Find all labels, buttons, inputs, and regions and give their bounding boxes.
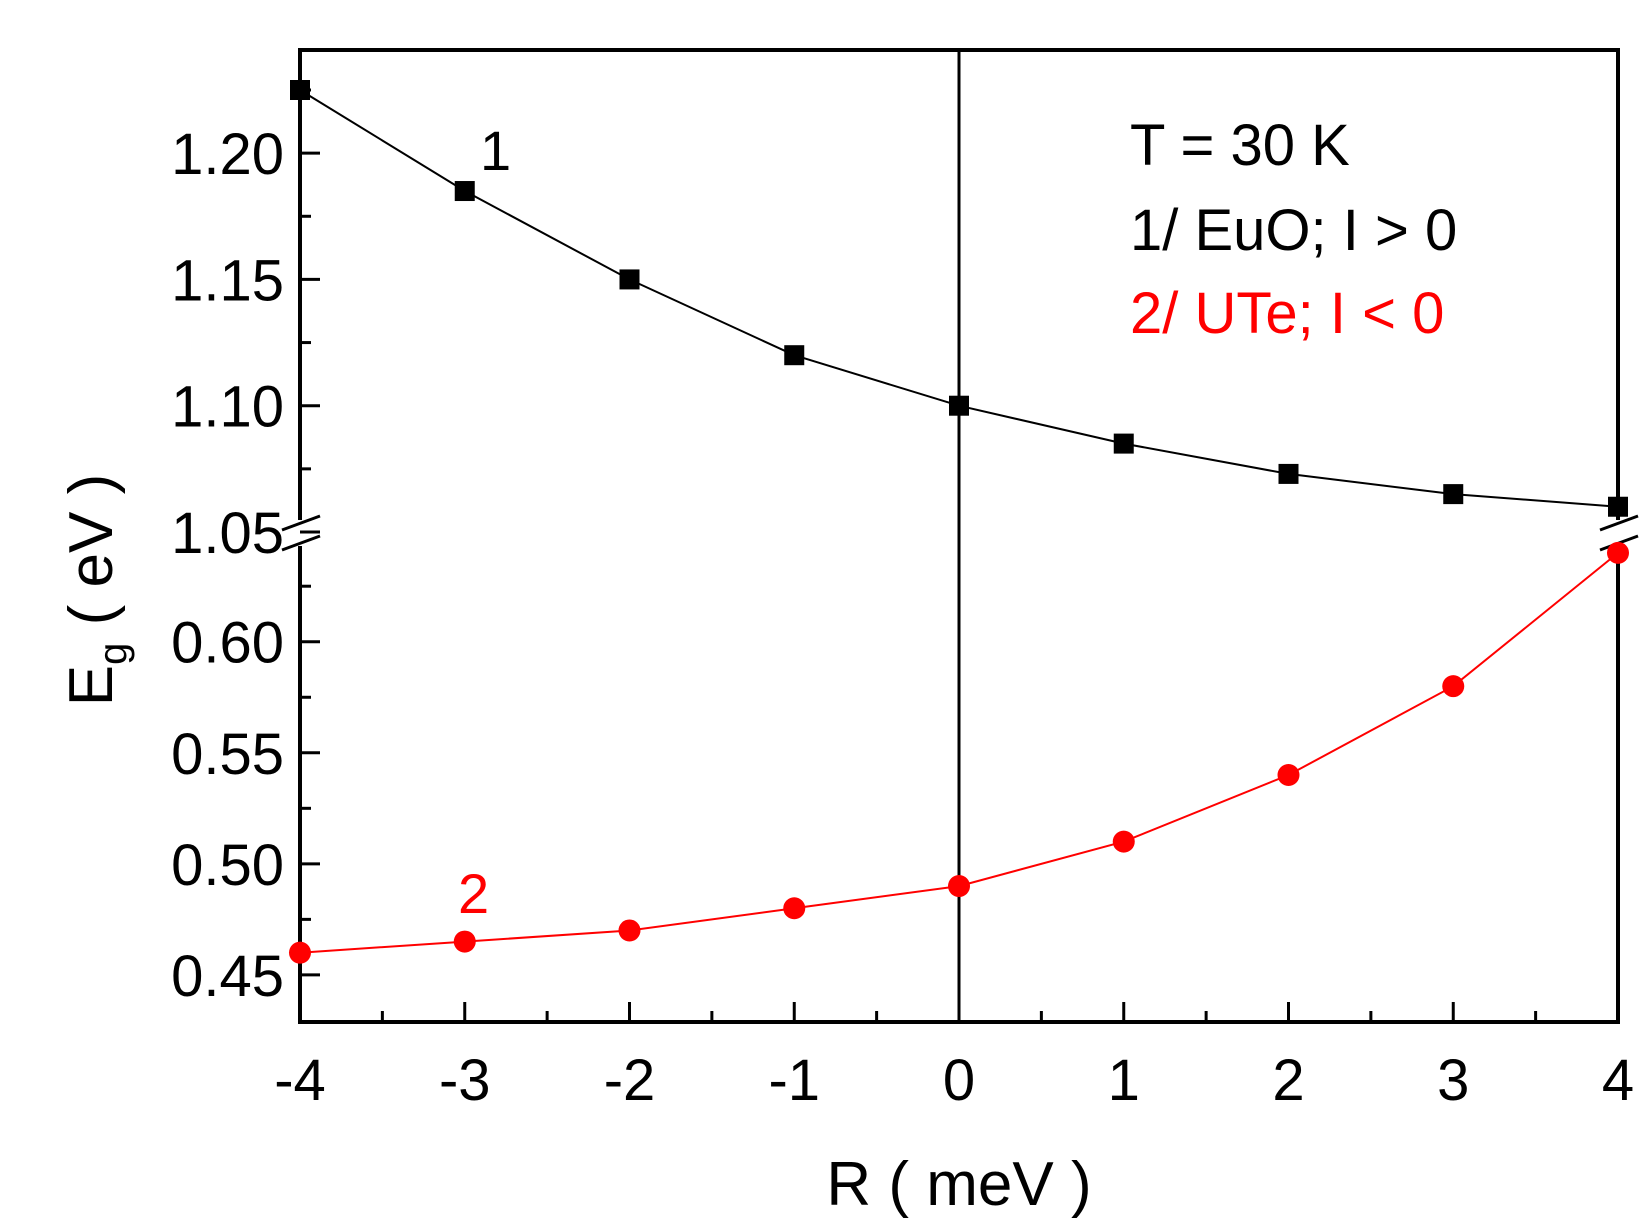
series-2-point: [1112, 830, 1135, 853]
series-1-point: [1443, 484, 1464, 505]
series-1-point: [1278, 463, 1299, 484]
y-tick-label: 1.05: [171, 501, 284, 566]
series-2-point: [1277, 764, 1300, 786]
axis-break-mark: [1599, 514, 1639, 532]
series-1-point: [784, 345, 805, 366]
y-axis-title: Eg ( eV ): [57, 474, 135, 706]
y-tick-label: 0.50: [171, 833, 284, 898]
x-tick-label: 2: [1272, 1048, 1304, 1113]
y-tick-label: 0.60: [171, 611, 284, 676]
x-tick-label: -4: [274, 1048, 326, 1113]
y-axis-title-subscript: g: [91, 643, 135, 665]
x-tick-label: -3: [439, 1048, 491, 1113]
series-1-point: [1113, 433, 1134, 454]
legend-series-1: 1/ EuO; I > 0: [1130, 198, 1457, 263]
y-axis-title-main: E: [57, 665, 126, 706]
series-layer: [289, 80, 1629, 964]
series-1-label: 1: [480, 119, 511, 182]
x-axis-title: R ( meV ): [826, 1150, 1091, 1219]
y-axis-title-unit: ( eV ): [57, 474, 126, 643]
x-tick-label: -1: [768, 1048, 820, 1113]
series-1-point: [290, 80, 310, 100]
series-2-point: [289, 941, 311, 964]
series-2-point: [1442, 675, 1465, 698]
x-tick-label: 0: [943, 1048, 975, 1113]
y-tick-label: 1.15: [171, 248, 284, 313]
y-tick-label: 1.20: [171, 122, 284, 187]
series-2-point: [783, 897, 806, 920]
y-tick-label: 0.55: [171, 722, 284, 787]
y-tick-label: 0.45: [171, 944, 284, 1009]
axis-break-mark: [281, 514, 321, 532]
x-tick-label: 3: [1437, 1048, 1469, 1113]
series-1-point: [454, 181, 475, 202]
series-1-point: [949, 395, 969, 416]
legend-temperature: T = 30 K: [1130, 113, 1350, 178]
series-1-point: [1608, 496, 1628, 517]
series-1-point: [619, 269, 640, 290]
series-2-point: [1607, 541, 1629, 564]
x-tick-label: 1: [1108, 1048, 1140, 1113]
series-2-point: [453, 930, 476, 953]
series-2-point: [618, 919, 641, 942]
series-2-point: [948, 875, 970, 898]
axis-break: [281, 514, 1639, 552]
axis-break-mark: [281, 534, 321, 552]
x-axis-ticks: -4 -3 -2 -1 0 1 2 3 4: [274, 1002, 1634, 1113]
legend-series-2: 2/ UTe; I < 0: [1130, 281, 1444, 346]
x-tick-label: 4: [1602, 1048, 1634, 1113]
x-tick-label: -2: [604, 1048, 656, 1113]
series-2-label: 2: [458, 862, 489, 925]
y-tick-label: 1.10: [171, 375, 284, 440]
y-axis-ticks: 1.20 1.15 1.10 1.05 0.60 0.55 0.50 0.45: [171, 88, 320, 1009]
